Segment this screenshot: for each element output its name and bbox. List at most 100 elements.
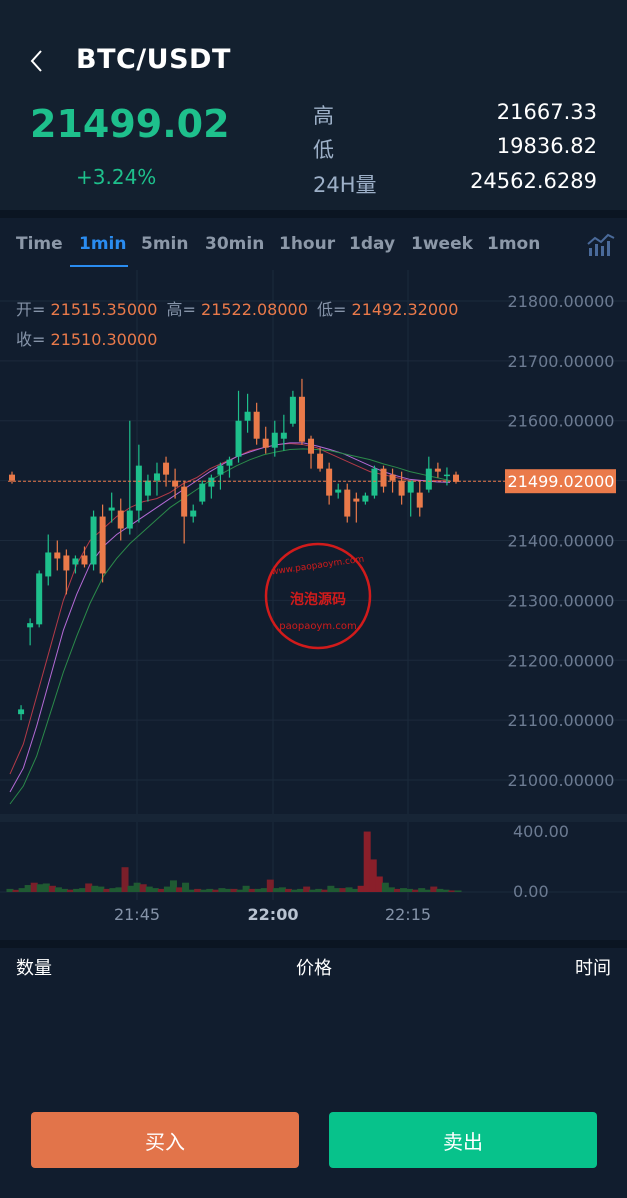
y-tick-label: 21100.00000 (508, 711, 615, 730)
pair-title: BTC/USDT (76, 44, 231, 75)
low-value: 19836.82 (496, 134, 597, 158)
interval-tabs: Time 1min 5min 30min 1hour 1day 1week 1m… (0, 218, 627, 270)
ma-line-3 (9, 448, 451, 805)
volume-bar (218, 888, 226, 892)
candle (18, 705, 25, 721)
tab-1week[interactable]: 1week (411, 234, 473, 254)
tab-1mon[interactable]: 1mon (487, 234, 541, 254)
kline-chart[interactable]: 21499.02000 21800.00000 21700.00000 21600.0… (0, 270, 627, 940)
sell-button[interactable]: 卖出 (329, 1112, 597, 1168)
candle (389, 468, 396, 493)
volume-bar (448, 890, 456, 892)
volume-bar (375, 876, 383, 892)
candle (335, 483, 342, 499)
candle (181, 480, 188, 544)
volume-bar (339, 888, 347, 892)
candle (398, 471, 405, 505)
volume-bar (200, 889, 208, 892)
y-tick-label: 21300.00000 (508, 591, 615, 610)
col-time: 时间 (575, 958, 611, 979)
volume-bar (297, 888, 305, 892)
volume-bar (345, 887, 353, 892)
volume-bar (357, 885, 365, 892)
volume-bar (79, 888, 87, 892)
volume-bar (278, 887, 286, 892)
volume-bar (309, 889, 317, 892)
candle (453, 471, 459, 484)
last-price: 21499.02 (30, 102, 230, 146)
watermark-circle (264, 542, 372, 650)
volume-bar (351, 888, 359, 892)
candle (353, 492, 360, 523)
indicator-button[interactable] (587, 232, 615, 260)
back-button[interactable] (22, 46, 50, 76)
volume-bar (406, 888, 414, 892)
volume-bar (151, 888, 159, 892)
candle (326, 462, 333, 505)
volume-bar (60, 888, 68, 892)
col-quantity: 数量 (16, 958, 52, 979)
candle (344, 483, 351, 523)
buy-button[interactable]: 买入 (31, 1112, 299, 1168)
volume-bar (254, 888, 262, 892)
current-price-tag (505, 469, 616, 494)
volume-bar (230, 888, 238, 892)
volume-bar (91, 885, 99, 892)
candle (407, 480, 414, 517)
volume-bar (145, 886, 153, 892)
volume-bar (321, 889, 329, 892)
volume-bar (303, 886, 311, 892)
tab-1day[interactable]: 1day (349, 234, 396, 254)
candle (163, 456, 170, 487)
change-percent: +3.24% (76, 165, 157, 189)
volume-bar (442, 889, 450, 892)
volume-bar (266, 879, 274, 892)
candle (9, 471, 15, 484)
volume-bar (418, 888, 426, 892)
ma-line-1 (9, 442, 450, 775)
volume-bar (115, 887, 123, 892)
volume-bar (363, 831, 371, 892)
volume-bar (127, 885, 135, 892)
tab-time[interactable]: Time (16, 234, 63, 254)
volume-bar (236, 889, 244, 892)
ohlc-line-1: 开= 21515.35000 高= 21522.08000 低= 21492.3… (16, 296, 458, 320)
volume-bar (103, 888, 111, 892)
tab-1hour[interactable]: 1hour (279, 234, 336, 254)
volume-bar (272, 888, 280, 892)
volume-bar (284, 888, 292, 892)
close-value: 21510.30000 (50, 330, 158, 349)
x-tick-label: 21:45 (114, 905, 160, 924)
candle (271, 420, 278, 457)
open-label: 开= (16, 300, 46, 319)
volume-tick-max: 400.00 (513, 822, 569, 841)
volume-bar (133, 882, 141, 892)
high-label-ohlc: 高= (166, 300, 196, 319)
tab-1min[interactable]: 1min (79, 234, 127, 254)
candle (235, 390, 242, 463)
volume-bar (327, 885, 335, 892)
current-price-label: 21499.02000 (508, 472, 615, 491)
candle (153, 462, 160, 496)
y-tick-label: 21000.00000 (508, 771, 615, 790)
y-tick-label: 21200.00000 (508, 651, 615, 670)
volume-bar (36, 884, 44, 892)
candle (126, 420, 133, 535)
trade-list-header: 数量 价格 时间 (0, 948, 627, 984)
volume-bar (412, 889, 420, 892)
volume-bar (42, 883, 50, 892)
chart-separator (0, 940, 627, 948)
candle (81, 546, 88, 568)
volume-bar (176, 887, 184, 892)
y-tick-label: 21800.00000 (508, 292, 615, 311)
market-header: BTC/USDT 21499.02 +3.24% 高 21667.33 低 19… (0, 0, 627, 210)
low-label-ohlc: 低= (317, 300, 347, 319)
volume-bar (454, 890, 462, 892)
volume-bar (30, 882, 38, 892)
candle (199, 480, 206, 505)
tab-30min[interactable]: 30min (205, 234, 265, 254)
volume-bar (54, 887, 62, 892)
volume-bar (85, 883, 93, 892)
tab-5min[interactable]: 5min (141, 234, 189, 254)
chevron-left-icon (30, 50, 42, 72)
